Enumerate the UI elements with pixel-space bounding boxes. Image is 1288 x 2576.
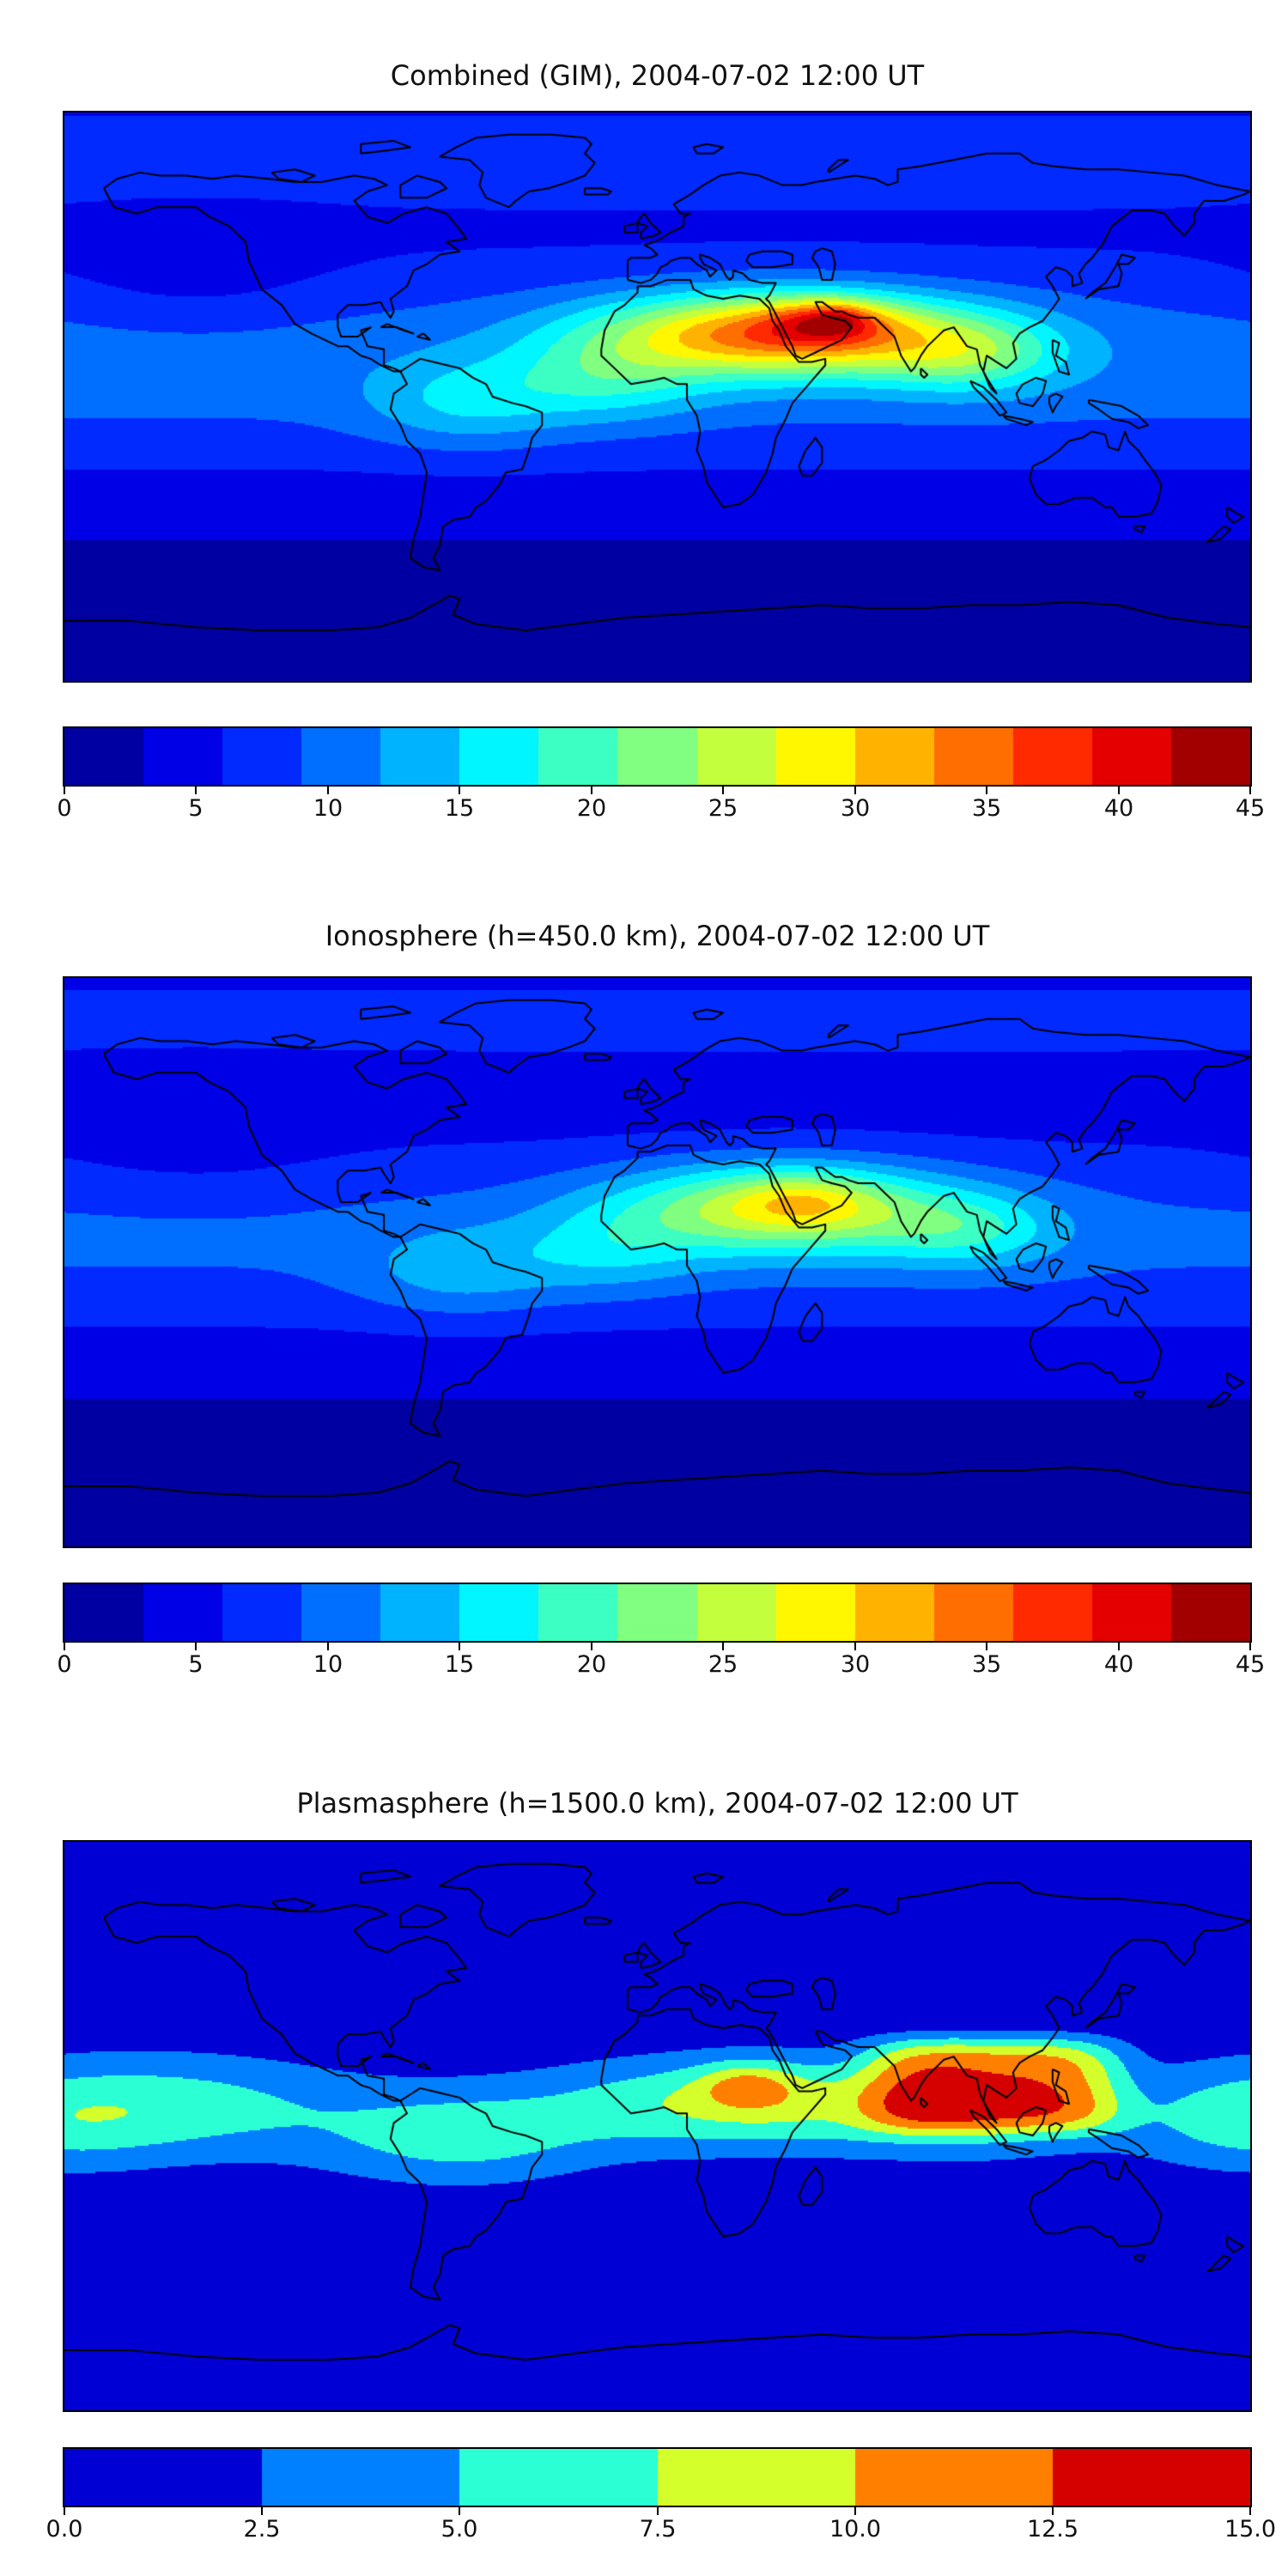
colorbar-tick-label: 45 bbox=[1235, 795, 1266, 822]
colorbar-tick-mark bbox=[854, 787, 856, 794]
colorbar-tick-label: 30 bbox=[840, 795, 871, 822]
colorbar-ticks-combined: 0 5 10 15 20 25 30 35 40 45 bbox=[57, 787, 1265, 828]
colorbar-tick-mark bbox=[657, 2507, 659, 2515]
colorbar-tick-label: 10.0 bbox=[829, 2516, 882, 2543]
colorbar-tick-mark bbox=[64, 2507, 65, 2515]
colorbar-ionosphere-canvas bbox=[64, 1584, 1250, 1641]
colorbar-tick-mark bbox=[261, 2507, 263, 2515]
colorbar-tick-label: 40 bbox=[1103, 795, 1134, 822]
colorbar-tick-label: 15 bbox=[444, 1651, 475, 1678]
map-ionosphere-canvas bbox=[64, 978, 1250, 1546]
map-plasmasphere-canvas bbox=[64, 1842, 1250, 2410]
colorbar-tick-label: 25 bbox=[708, 795, 738, 822]
colorbar-tick-mark bbox=[986, 1643, 987, 1650]
colorbar-tick-label: 40 bbox=[1103, 1651, 1134, 1678]
colorbar-tick-label: 25 bbox=[708, 1651, 738, 1678]
colorbar-plasmasphere-frame bbox=[63, 2447, 1252, 2507]
colorbar-tick-label: 5 bbox=[188, 1651, 204, 1678]
colorbar-tick-mark bbox=[1249, 2507, 1251, 2515]
colorbar-tick-label: 20 bbox=[576, 1651, 607, 1678]
panel-title-combined: Combined (GIM), 2004-07-02 12:00 UT bbox=[390, 59, 925, 92]
colorbar-tick-label: 15 bbox=[444, 795, 475, 822]
panel-title-ionosphere: Ionosphere (h=450.0 km), 2004-07-02 12:0… bbox=[325, 920, 990, 952]
colorbar-ionosphere-frame bbox=[63, 1583, 1252, 1643]
colorbar-tick-label: 10 bbox=[313, 795, 343, 822]
map-combined-frame bbox=[63, 111, 1252, 683]
colorbar-combined-frame bbox=[63, 726, 1252, 787]
colorbar-tick-label: 0 bbox=[57, 1651, 72, 1678]
colorbar-tick-label: 35 bbox=[971, 795, 1002, 822]
colorbar-tick-mark bbox=[195, 787, 197, 794]
colorbar-tick-mark bbox=[722, 1643, 724, 1650]
colorbar-tick-label: 2.5 bbox=[243, 2516, 281, 2543]
colorbar-tick-mark bbox=[854, 1643, 856, 1650]
colorbar-tick-mark bbox=[1249, 787, 1251, 794]
colorbar-tick-mark bbox=[327, 787, 329, 794]
colorbar-tick-label: 15.0 bbox=[1224, 2516, 1277, 2543]
map-ionosphere-frame bbox=[63, 976, 1252, 1548]
colorbar-tick-label: 5 bbox=[188, 795, 204, 822]
colorbar-tick-mark bbox=[1052, 2507, 1054, 2515]
panel-title-plasmasphere: Plasmasphere (h=1500.0 km), 2004-07-02 1… bbox=[296, 1787, 1018, 1820]
colorbar-tick-mark bbox=[591, 1643, 592, 1650]
colorbar-tick-label: 10 bbox=[313, 1651, 343, 1678]
colorbar-tick-mark bbox=[1118, 1643, 1120, 1650]
colorbar-tick-mark bbox=[854, 2507, 856, 2515]
colorbar-plasmasphere-canvas bbox=[64, 2449, 1250, 2506]
map-plasmasphere-frame bbox=[63, 1840, 1252, 2412]
colorbar-tick-label: 30 bbox=[840, 1651, 871, 1678]
colorbar-tick-label: 20 bbox=[576, 795, 607, 822]
colorbar-tick-mark bbox=[459, 1643, 460, 1650]
colorbar-ticks-plasmasphere: 0.0 2.5 5.0 7.5 10.0 12.5 15.0 bbox=[46, 2507, 1276, 2549]
colorbar-tick-label: 7.5 bbox=[639, 2516, 677, 2543]
colorbar-tick-mark bbox=[591, 787, 592, 794]
colorbar-tick-mark bbox=[64, 787, 65, 794]
colorbar-tick-mark bbox=[64, 1643, 65, 1650]
map-combined-canvas bbox=[64, 112, 1250, 681]
colorbar-tick-label: 5.0 bbox=[440, 2516, 478, 2543]
colorbar-tick-label: 35 bbox=[971, 1651, 1002, 1678]
colorbar-tick-mark bbox=[459, 787, 460, 794]
colorbar-combined-canvas bbox=[64, 728, 1250, 785]
colorbar-tick-mark bbox=[1118, 787, 1120, 794]
colorbar-tick-label: 0.0 bbox=[46, 2516, 83, 2543]
colorbar-ticks-ionosphere: 0 5 10 15 20 25 30 35 40 45 bbox=[57, 1643, 1265, 1684]
colorbar-tick-label: 12.5 bbox=[1026, 2516, 1079, 2543]
colorbar-tick-mark bbox=[722, 787, 724, 794]
colorbar-tick-mark bbox=[1249, 1643, 1251, 1650]
colorbar-tick-mark bbox=[195, 1643, 197, 1650]
colorbar-tick-label: 45 bbox=[1235, 1651, 1266, 1678]
colorbar-tick-mark bbox=[327, 1643, 329, 1650]
colorbar-tick-label: 0 bbox=[57, 795, 72, 822]
colorbar-tick-mark bbox=[986, 787, 987, 794]
colorbar-tick-mark bbox=[459, 2507, 460, 2515]
